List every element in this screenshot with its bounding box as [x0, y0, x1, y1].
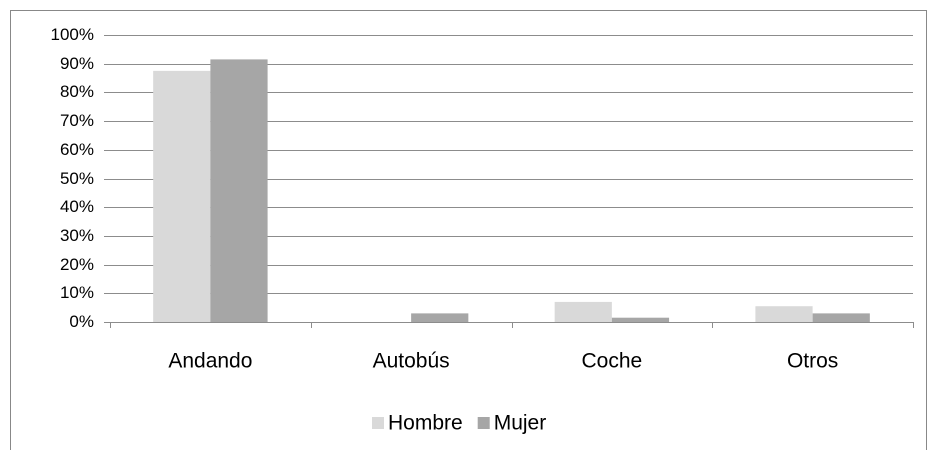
y-tick-label: 50%: [60, 169, 94, 188]
y-tick-label: 30%: [60, 226, 94, 245]
x-tick-label: Andando: [168, 350, 252, 373]
y-tick-label: 70%: [60, 111, 94, 130]
y-tick-label: 100%: [51, 25, 94, 44]
x-tick-label: Otros: [787, 350, 838, 373]
bar: [554, 301, 612, 322]
y-tick-label: 40%: [60, 197, 94, 216]
bar: [755, 306, 813, 322]
x-tick-label: Coche: [582, 350, 643, 373]
y-tick-label: 90%: [60, 54, 94, 73]
chart-frame: [10, 10, 927, 450]
bar: [812, 313, 870, 322]
bar: [210, 59, 268, 323]
legend-label: Mujer: [494, 412, 547, 435]
legend-swatch: [372, 417, 384, 429]
y-tick-label: 60%: [60, 140, 94, 159]
y-tick-label: 20%: [60, 255, 94, 274]
y-tick-label: 10%: [60, 283, 94, 302]
bar: [411, 313, 469, 322]
x-tick-label: Autobús: [373, 350, 450, 373]
legend-label: Hombre: [388, 412, 463, 435]
y-tick-label: 80%: [60, 82, 94, 101]
legend-swatch: [477, 417, 490, 429]
bar: [153, 70, 211, 322]
y-tick-label: 0%: [69, 312, 94, 331]
bar: [611, 317, 670, 322]
